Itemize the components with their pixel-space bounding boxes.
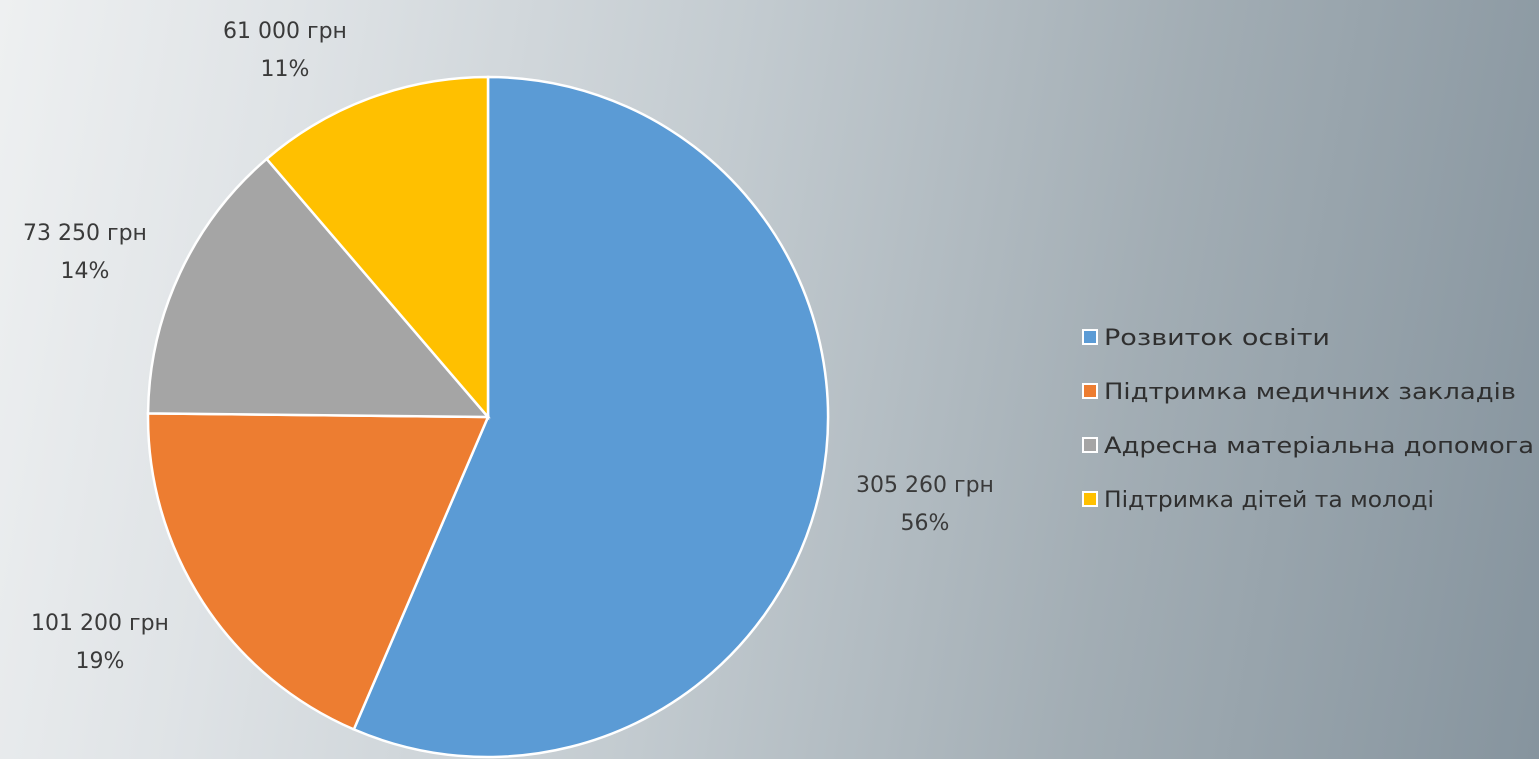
pie-slice-1 xyxy=(352,75,830,759)
pie-slices xyxy=(146,75,830,759)
legend-swatch-1 xyxy=(1082,329,1098,345)
pie-slice-2 xyxy=(146,412,490,732)
legend-label-2: Підтримка медичних закладів xyxy=(1104,380,1516,405)
slice-value-label-1: 305 260 грн xyxy=(856,473,994,498)
slice-value-label-4: 61 000 грн xyxy=(223,19,347,44)
slice-percent-label-4: 11% xyxy=(261,57,310,82)
slice-percent-label-3: 14% xyxy=(61,259,110,284)
data-labels: 305 260 грн 56% 101 200 грн 19% 73 250 грн 14… xyxy=(23,19,994,674)
legend-swatch-4 xyxy=(1082,491,1098,507)
legend-label-4: Підтримка дітей та молоді xyxy=(1104,488,1434,513)
legend-swatch-3 xyxy=(1082,437,1098,453)
legend-label-1: Розвиток освіти xyxy=(1104,326,1330,351)
legend-label-3: Адресна матеріальна допомога xyxy=(1104,434,1534,459)
slice-value-label-3: 73 250 грн xyxy=(23,221,147,246)
pie-slice-4 xyxy=(264,75,490,421)
slice-percent-label-2: 19% xyxy=(76,649,125,674)
legend: Розвиток освіти Підтримка медичних заклад… xyxy=(1082,326,1534,513)
slice-percent-label-1: 56% xyxy=(901,511,950,536)
legend-swatch-2 xyxy=(1082,383,1098,399)
pie-slice-3 xyxy=(146,157,491,419)
slice-value-label-2: 101 200 грн xyxy=(31,611,169,636)
